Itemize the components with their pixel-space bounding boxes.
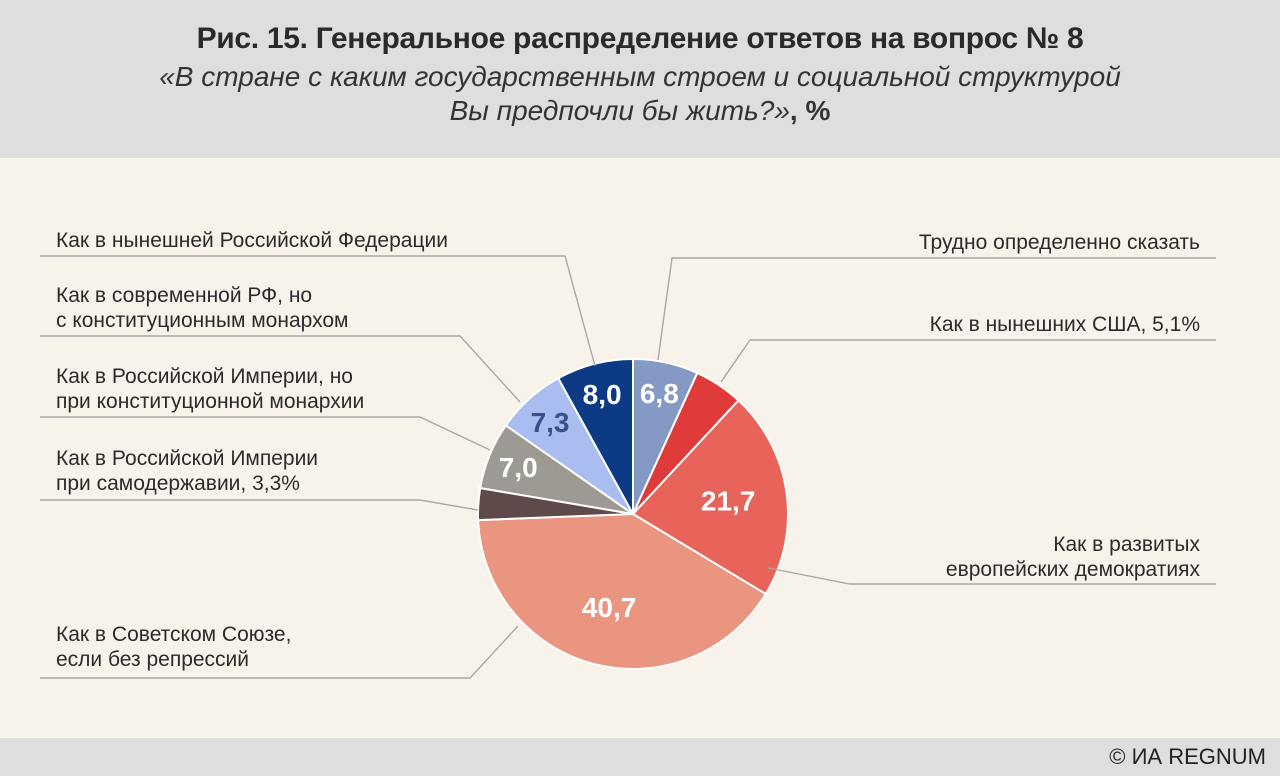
leader-line-5 <box>40 416 491 451</box>
pie-slice-2 <box>631 399 789 596</box>
slice-value-0: 6,8 <box>640 378 679 409</box>
slice-value-7: 8,0 <box>583 379 622 410</box>
subtitle-unit: , % <box>789 95 831 126</box>
leader-line-1 <box>720 339 1216 383</box>
subtitle-question-line2: Вы предпочли бы жить?» <box>449 95 790 126</box>
slice-label-line: Как в нынешних США, 5,1% <box>929 313 1200 336</box>
slice-label-2: Как в развитых европейских демократиях <box>946 532 1200 582</box>
subtitle-question-line1: «В стране с каким государственным строем… <box>159 61 1121 92</box>
slice-label-line: при самодержавии, 3,3% <box>56 472 300 495</box>
slice-label-line: Как в нынешней Российской Федерации <box>56 229 448 252</box>
pie-slice-3 <box>477 512 768 670</box>
slice-value-2: 21,7 <box>701 486 756 517</box>
slice-label-0: Трудно определенно сказать <box>919 230 1200 255</box>
slice-label-3: Как в Советском Союзе, если без репрессий <box>56 622 291 672</box>
slice-label-4: Как в Российской Империи при самодержавии… <box>56 446 318 496</box>
footer-bar <box>0 738 1280 776</box>
slice-label-line: Как в современной РФ, но <box>56 284 313 307</box>
slice-label-line: Трудно определенно сказать <box>918 231 1200 254</box>
slice-label-7: Как в нынешней Российской Федерации <box>56 228 448 253</box>
slice-value-3: 40,7 <box>582 592 637 623</box>
leader-line-0 <box>657 257 1216 361</box>
leader-line-6 <box>40 335 521 403</box>
slice-label-line: Как в Российской Империи <box>56 447 319 470</box>
slice-label-6: Как в современной РФ, но с конституционны… <box>56 283 348 333</box>
chart-title: Рис. 15. Генеральное распределение ответ… <box>196 22 1084 55</box>
leader-line-7 <box>40 255 596 367</box>
slice-label-5: Как в Российской Империи, но при конститу… <box>56 364 364 414</box>
slice-label-line: Как в Советском Союзе, <box>56 623 292 646</box>
slice-label-line: европейских демократиях <box>945 558 1200 581</box>
copyright-text: © ИА REGNUM <box>1109 744 1266 769</box>
leader-line-3 <box>40 625 519 679</box>
slice-label-line: с конституционным монархом <box>56 309 349 332</box>
chart-subtitle: «В стране с каким государственным строем… <box>0 60 1280 128</box>
slice-value-5: 7,0 <box>499 452 538 483</box>
slice-label-line: если без репрессий <box>56 648 250 671</box>
leader-line-4 <box>40 499 479 511</box>
slice-value-6: 7,3 <box>531 407 570 438</box>
slice-label-line: Как в развитых <box>1053 533 1200 556</box>
slice-label-1: Как в нынешних США, 5,1% <box>930 312 1200 337</box>
slice-label-line: Как в Российской Империи, но <box>56 365 353 388</box>
leader-line-2 <box>767 567 1216 585</box>
slice-label-line: при конституционной монархии <box>56 390 365 413</box>
chart-header: Рис. 15. Генеральное распределение ответ… <box>0 0 1280 158</box>
